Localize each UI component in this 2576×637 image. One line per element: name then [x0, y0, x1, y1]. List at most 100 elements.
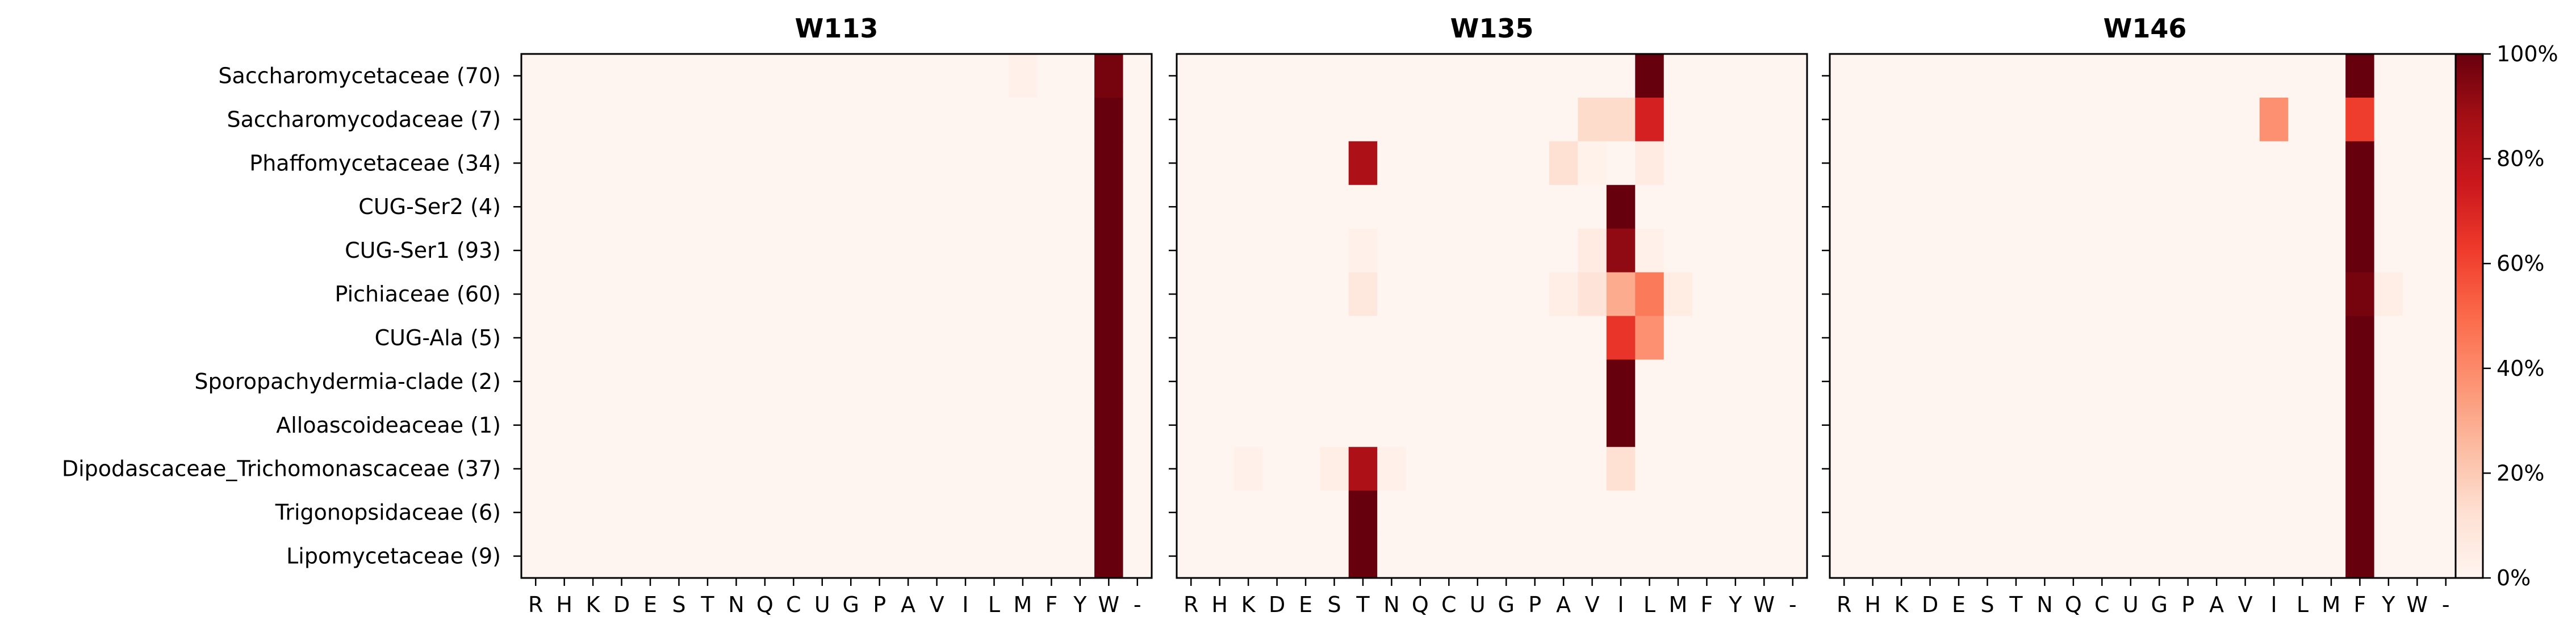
- heatmap-cell: [693, 359, 722, 404]
- heatmap-cell: [1406, 272, 1435, 317]
- heatmap-cell: [2001, 447, 2031, 491]
- heatmap-cell: [1721, 359, 1750, 404]
- heatmap-cell: [922, 403, 952, 447]
- heatmap-cell: [635, 316, 665, 361]
- heatmap-cell: [722, 185, 751, 229]
- heatmap-cell: [2030, 228, 2060, 273]
- heatmap-cell: [2231, 185, 2260, 229]
- heatmap-cell: [635, 272, 665, 317]
- heatmap-cell: [837, 141, 866, 186]
- heatmap-cell: [1973, 403, 2002, 447]
- heatmap-cell: [1094, 403, 1124, 447]
- heatmap-cell: [2316, 228, 2346, 273]
- heatmap-cell: [722, 359, 751, 404]
- x-tick-label: E: [643, 592, 657, 617]
- x-tick-label: W: [1098, 592, 1120, 617]
- heatmap-cell: [2116, 54, 2146, 98]
- heatmap-cell: [1291, 316, 1320, 361]
- heatmap-cell: [1435, 228, 1464, 273]
- heatmap-cell: [951, 54, 980, 98]
- heatmap-cell: [1916, 359, 1945, 404]
- heatmap-cell: [635, 403, 665, 447]
- heatmap-cell: [1177, 141, 1206, 186]
- heatmap-cell: [1606, 185, 1636, 229]
- heatmap-cell: [2202, 54, 2231, 98]
- heatmap-cell: [1606, 491, 1636, 535]
- heatmap-cell: [951, 272, 980, 317]
- heatmap-cell: [2345, 359, 2375, 404]
- heatmap-cell: [779, 491, 809, 535]
- heatmap-cell: [1177, 491, 1206, 535]
- x-tick-label: R: [1184, 592, 1198, 617]
- y-tick-label: Lipomycetaceae (9): [286, 544, 501, 569]
- heatmap-cell: [1692, 491, 1722, 535]
- heatmap-cell: [1858, 97, 1888, 142]
- heatmap-cell: [2088, 403, 2117, 447]
- x-tick-label: U: [1470, 592, 1486, 617]
- heatmap-cell: [1578, 54, 1607, 98]
- heatmap-cell: [1778, 316, 1808, 361]
- heatmap-cell: [1887, 228, 1916, 273]
- x-tick-label: A: [901, 592, 915, 617]
- heatmap-cell: [2116, 97, 2146, 142]
- heatmap-cell: [1830, 228, 1859, 273]
- heatmap-cell: [2288, 491, 2318, 535]
- heatmap-cell: [1205, 228, 1235, 273]
- heatmap-cell: [550, 491, 579, 535]
- heatmap-cell: [1463, 185, 1492, 229]
- heatmap-cell: [1750, 272, 1779, 317]
- heatmap-cell: [693, 491, 722, 535]
- heatmap-cell: [664, 316, 694, 361]
- heatmap-cell: [2001, 272, 2031, 317]
- heatmap-cell: [779, 185, 809, 229]
- heatmap-cell: [521, 447, 551, 491]
- heatmap-cell: [1262, 97, 1292, 142]
- heatmap-cell: [722, 272, 751, 317]
- heatmap-cell: [1973, 534, 2002, 579]
- heatmap-cell: [1721, 272, 1750, 317]
- heatmap-cell: [2403, 185, 2432, 229]
- heatmap-cell: [2231, 534, 2260, 579]
- heatmap-cell: [2202, 141, 2231, 186]
- heatmap-cell: [1520, 316, 1550, 361]
- heatmap-cell: [1348, 272, 1378, 317]
- x-tick-label: T: [2009, 592, 2023, 617]
- heatmap-cell: [2001, 359, 2031, 404]
- colorbar-tick-label: 60%: [2496, 251, 2544, 276]
- heatmap-cell: [2202, 316, 2231, 361]
- heatmap-cell: [922, 272, 952, 317]
- heatmap-cell: [1008, 403, 1038, 447]
- heatmap-cell: [607, 54, 637, 98]
- heatmap-cell: [2001, 534, 2031, 579]
- heatmap-cell: [1406, 316, 1435, 361]
- heatmap-cell: [521, 316, 551, 361]
- heatmap-cell: [550, 185, 579, 229]
- heatmap-cell: [951, 403, 980, 447]
- heatmap-cell: [951, 97, 980, 142]
- heatmap-cell: [2202, 272, 2231, 317]
- heatmap-cell: [1435, 359, 1464, 404]
- heatmap-cell: [980, 316, 1009, 361]
- heatmap-cell: [2030, 403, 2060, 447]
- heatmap-cell: [2374, 447, 2403, 491]
- heatmap-cell: [1830, 359, 1859, 404]
- heatmap-cell: [578, 316, 608, 361]
- heatmap-cell: [1858, 403, 1888, 447]
- heatmap-cell: [1778, 228, 1808, 273]
- heatmap-cell: [1635, 185, 1665, 229]
- heatmap-cell: [2088, 185, 2117, 229]
- heatmap-cell: [722, 228, 751, 273]
- heatmap-cell: [1406, 359, 1435, 404]
- x-tick-label: N: [2036, 592, 2052, 617]
- heatmap-cell: [550, 534, 579, 579]
- heatmap-cell: [1406, 97, 1435, 142]
- heatmap-cell: [2374, 54, 2403, 98]
- heatmap-cell: [1944, 403, 1973, 447]
- heatmap-cell: [2231, 97, 2260, 142]
- heatmap-cell: [1492, 228, 1521, 273]
- heatmap-cell: [578, 272, 608, 317]
- heatmap-cell: [1944, 534, 1973, 579]
- heatmap-cell: [837, 97, 866, 142]
- heatmap-cell: [578, 97, 608, 142]
- heatmap-cell: [2145, 491, 2174, 535]
